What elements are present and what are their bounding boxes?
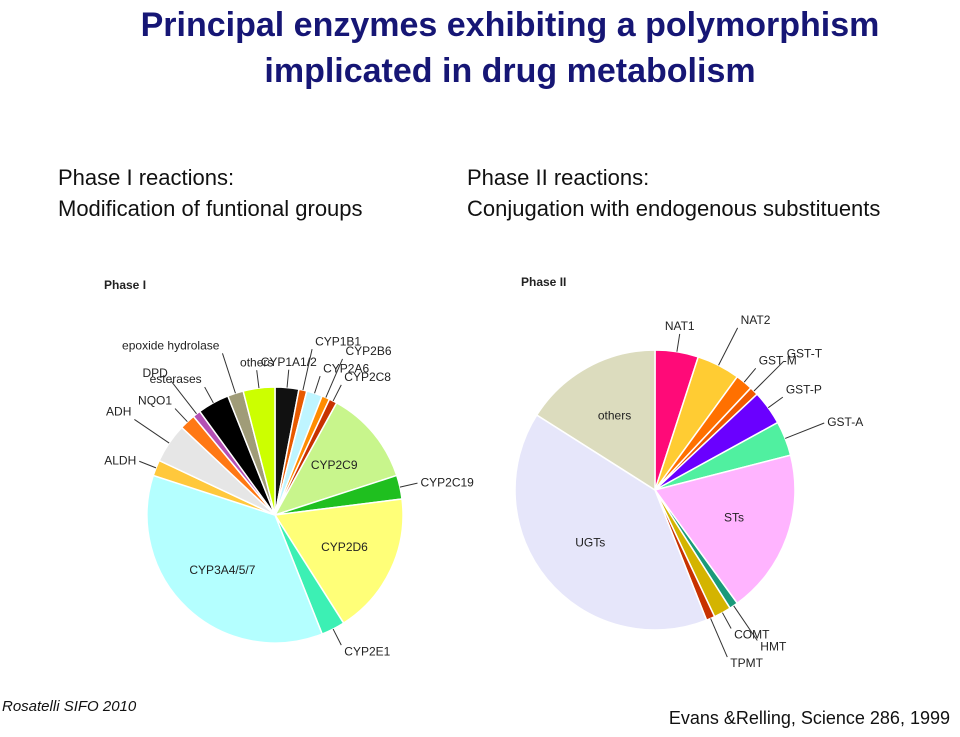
charts: Phase I CYP1A1/2 CYP1B1 CYP2A6 CYP2B6 CYP2C8 C… xyxy=(104,275,863,670)
slice-label: DPD xyxy=(142,366,168,380)
slice-label: CYP1A1/2 xyxy=(261,355,317,369)
leader-line xyxy=(325,358,343,398)
column-subheading: Conjugation with endogenous substituents xyxy=(467,196,881,221)
slice-label: others xyxy=(240,355,273,369)
slice-label: esterases xyxy=(150,372,202,386)
leader-line xyxy=(221,353,236,394)
leader-line xyxy=(743,367,757,383)
leader-line xyxy=(718,327,739,366)
slice-label: CYP2E1 xyxy=(344,644,390,658)
leader-line xyxy=(134,419,170,444)
pie-slice xyxy=(273,498,404,625)
leader-line xyxy=(302,348,313,391)
leader-line xyxy=(174,408,188,423)
leader-line xyxy=(256,370,260,389)
slice-label: CYP2C19 xyxy=(420,475,474,489)
chart-title: Phase I xyxy=(104,278,146,292)
slice-label: COMT xyxy=(734,628,770,642)
slice-label: ALDH xyxy=(104,453,136,467)
slice-label: GST-M xyxy=(759,353,797,367)
slice-label: CYP2C8 xyxy=(344,370,391,384)
slice-label: CYP2C9 xyxy=(311,458,358,472)
slice-label: NQO1 xyxy=(138,394,172,408)
credit: Rosatelli SIFO 2010 xyxy=(2,698,137,715)
leader-line xyxy=(722,612,732,629)
leader-line xyxy=(314,375,321,394)
pie-slice xyxy=(653,454,796,605)
pie-slice xyxy=(535,349,656,492)
leader-line xyxy=(332,384,342,402)
leader-line xyxy=(139,460,157,469)
slice-label: CYP2D6 xyxy=(321,540,368,554)
slice-label: CYP1B1 xyxy=(315,334,361,348)
column-heading: Phase I reactions: xyxy=(58,165,235,190)
pie-slice xyxy=(514,413,708,631)
chart-title: Phase II xyxy=(521,275,566,289)
slice-label: GST-A xyxy=(827,415,863,429)
phase-column: Phase II reactions: Conjugation with end… xyxy=(467,162,880,224)
slice-label: STs xyxy=(724,511,744,525)
column-subheading: Modification of funtional groups xyxy=(58,196,363,221)
leader-line xyxy=(710,618,728,658)
slice-label: epoxide hydrolase xyxy=(122,338,220,352)
slice-label: ADH xyxy=(106,405,131,419)
slide-title: Principal enzymes exhibiting a polymorph… xyxy=(140,6,880,90)
slice-label: CYP2A6 xyxy=(323,361,369,375)
leader-line xyxy=(399,482,418,488)
leader-line xyxy=(676,333,681,352)
credit: Evans &Relling, Science 286, 1999 xyxy=(668,708,950,728)
slice-label: TPMT xyxy=(730,656,763,670)
leader-line xyxy=(767,396,784,409)
leader-line xyxy=(332,628,342,646)
leader-line xyxy=(733,605,758,641)
leader-line xyxy=(170,380,197,415)
leader-line xyxy=(784,422,825,439)
slice-label: CYP3A4/5/7 xyxy=(189,563,255,577)
slice-label: others xyxy=(598,409,631,423)
slice-label: NAT1 xyxy=(665,319,695,333)
slice-label: HMT xyxy=(760,640,787,654)
phase-column: Phase I reactions: Modification of funti… xyxy=(58,162,363,224)
slice-label: NAT2 xyxy=(741,313,771,327)
column-heading: Phase II reactions: xyxy=(467,165,650,190)
slice-label: UGTs xyxy=(575,536,605,550)
leader-line xyxy=(204,386,214,404)
slice-label: GST-T xyxy=(787,346,823,360)
pie-slice xyxy=(273,401,398,517)
leader-line xyxy=(753,360,785,392)
slice-label: GST-P xyxy=(786,382,822,396)
pie-slice xyxy=(146,474,324,644)
slice-label: CYP2B6 xyxy=(346,344,392,358)
leader-line xyxy=(286,369,290,388)
